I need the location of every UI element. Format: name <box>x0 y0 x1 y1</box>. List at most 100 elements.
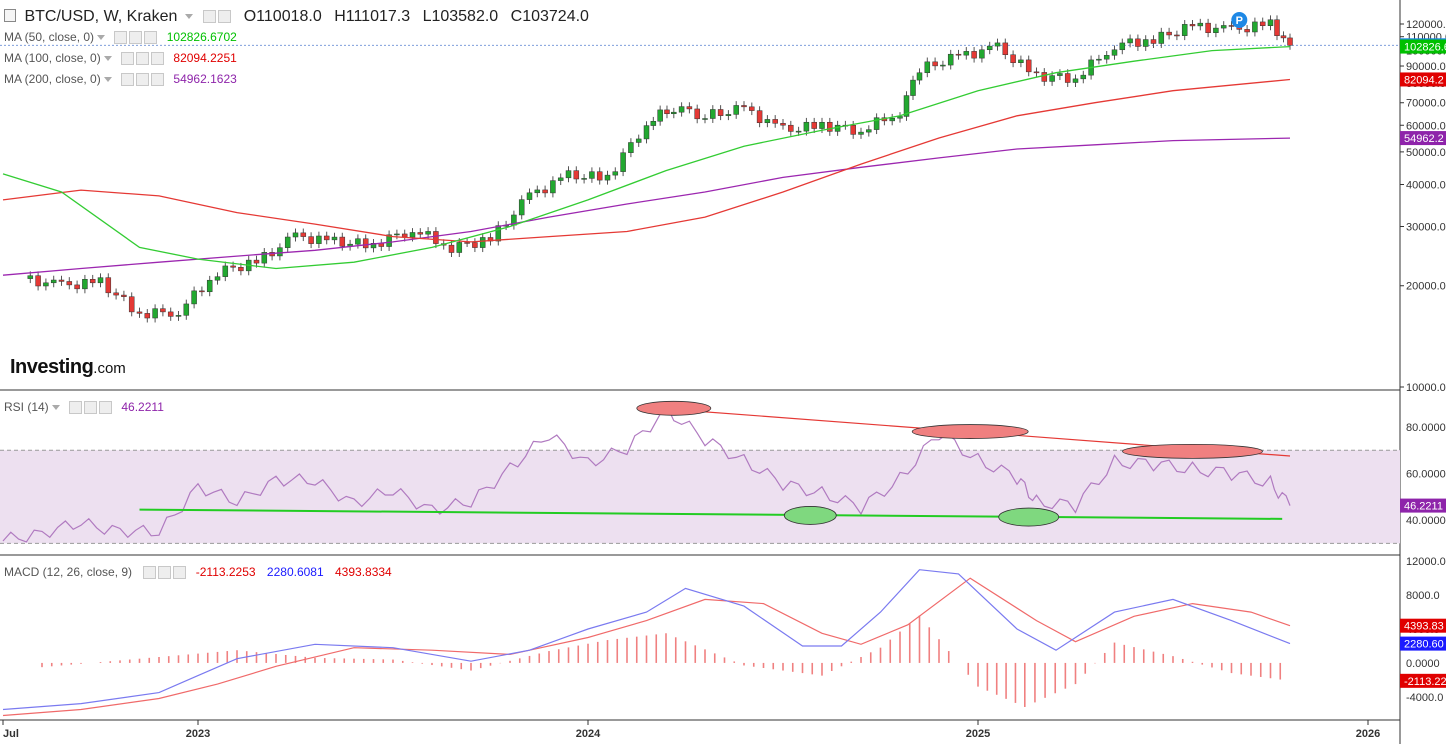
time-tick-label: 2023 <box>186 728 210 740</box>
candle-body <box>261 252 268 264</box>
macd-label[interactable]: MACD (12, 26, close, 9) <box>4 565 133 579</box>
candle-body <box>811 121 817 129</box>
candle-body <box>749 106 755 111</box>
price-tick-label: 50000.0 <box>1406 147 1446 159</box>
ma50-value: 102826.6702 <box>166 30 237 44</box>
candle-body <box>316 235 322 244</box>
rsi-label[interactable]: RSI (14) <box>4 400 49 414</box>
candle-body <box>1166 31 1172 36</box>
ohlc-low: L103582.0 <box>422 8 499 25</box>
price-tick-label: 90000.0 <box>1406 61 1446 73</box>
rsi-highlight-ellipse <box>1122 443 1263 459</box>
candle-body <box>596 171 603 181</box>
candle-body <box>550 180 556 194</box>
rsi-value-tag <box>1400 498 1446 513</box>
ma50-label[interactable]: MA (50, close, 0) <box>4 30 95 44</box>
close-icon[interactable] <box>173 566 187 580</box>
rsi-trendline <box>139 508 1283 520</box>
eye-icon[interactable] <box>136 52 150 66</box>
chevron-down-icon[interactable] <box>103 56 112 62</box>
chevron-down-icon[interactable] <box>97 35 106 41</box>
candle-body <box>858 131 864 135</box>
candle-body <box>932 61 938 67</box>
ma200-line <box>2 137 1291 276</box>
chevron-down-icon[interactable] <box>184 14 193 20</box>
candle-body <box>819 121 825 129</box>
candle-body <box>628 142 634 153</box>
candle-body <box>678 106 685 113</box>
gear-icon[interactable] <box>121 52 135 66</box>
macd-tick-label: 8000.0 <box>1406 590 1440 602</box>
eye-icon[interactable] <box>84 401 98 415</box>
symbol-title[interactable]: BTC/USD, W, Kraken <box>24 8 178 25</box>
candle-body <box>889 117 895 122</box>
candle-body <box>472 242 478 248</box>
price-tick-label: 70000.0 <box>1406 98 1446 110</box>
chevron-down-icon[interactable] <box>103 77 112 83</box>
candle-body <box>74 284 80 290</box>
candle-body <box>940 64 946 67</box>
gear-icon[interactable] <box>121 73 135 87</box>
gear-icon[interactable] <box>114 31 128 45</box>
macd-tick-label: -4000.0 <box>1406 692 1443 704</box>
candle-body <box>277 247 283 257</box>
candle-body <box>803 121 810 132</box>
candle-body <box>971 51 977 59</box>
candle-body <box>557 177 564 181</box>
candle-body <box>97 277 104 284</box>
close-icon[interactable] <box>99 401 113 415</box>
rsi-tick-label: 60.0000 <box>1406 469 1446 481</box>
close-icon[interactable] <box>151 52 165 66</box>
candle-body <box>772 119 778 124</box>
candle-body <box>35 275 41 287</box>
price-tag <box>1400 131 1446 146</box>
eye-icon[interactable] <box>136 73 150 87</box>
candle-body <box>1064 73 1071 83</box>
collapse-icon[interactable] <box>4 9 16 22</box>
ma50-legend: MA (50, close, 0) 102826.6702 <box>4 30 237 45</box>
close-icon[interactable] <box>144 31 158 45</box>
candle-body <box>650 121 657 126</box>
macd-signal-value: 4393.8334 <box>335 565 392 579</box>
eye-icon[interactable] <box>158 566 172 580</box>
candle-body <box>1018 59 1024 63</box>
rsi-highlight-ellipse <box>636 400 712 416</box>
candle-body <box>1033 71 1040 74</box>
candle-body <box>222 265 229 277</box>
eye-icon[interactable] <box>129 31 143 45</box>
candle-body <box>1213 27 1219 33</box>
candle-body <box>425 231 431 235</box>
candle-body <box>1072 78 1079 83</box>
candle-body <box>160 308 166 313</box>
price-tick-label: 30000.0 <box>1406 222 1446 234</box>
candle-body <box>394 233 400 236</box>
p-marker-icon <box>1231 12 1248 28</box>
candle-body <box>534 189 541 194</box>
candle-body <box>300 232 307 237</box>
settings-icon[interactable] <box>203 10 217 24</box>
candle-body <box>1220 25 1227 29</box>
candle-body <box>1127 38 1133 44</box>
time-tick-label: 2025 <box>966 728 990 740</box>
rsi-legend: RSI (14) 46.2211 <box>4 400 164 415</box>
chevron-down-icon[interactable] <box>51 405 60 411</box>
candle-body <box>199 290 205 293</box>
rsi-highlight-ellipse <box>911 424 1029 439</box>
candle-body <box>694 108 700 120</box>
eye-icon[interactable] <box>218 10 232 24</box>
candle-body <box>788 124 794 132</box>
candle-body <box>214 276 221 281</box>
ma200-label[interactable]: MA (200, close, 0) <box>4 72 101 86</box>
candle-body <box>1150 39 1157 44</box>
close-icon[interactable] <box>151 73 165 87</box>
candle-body <box>1267 19 1274 26</box>
gear-icon[interactable] <box>143 566 157 580</box>
candle-body <box>1111 49 1118 56</box>
macd-tag-label: -2113.22 <box>1404 676 1446 688</box>
ma100-label[interactable]: MA (100, close, 0) <box>4 51 101 65</box>
candle-body <box>105 277 112 294</box>
ma200-value: 54962.1623 <box>173 72 237 86</box>
gear-icon[interactable] <box>69 401 83 415</box>
candle-body <box>741 105 747 108</box>
